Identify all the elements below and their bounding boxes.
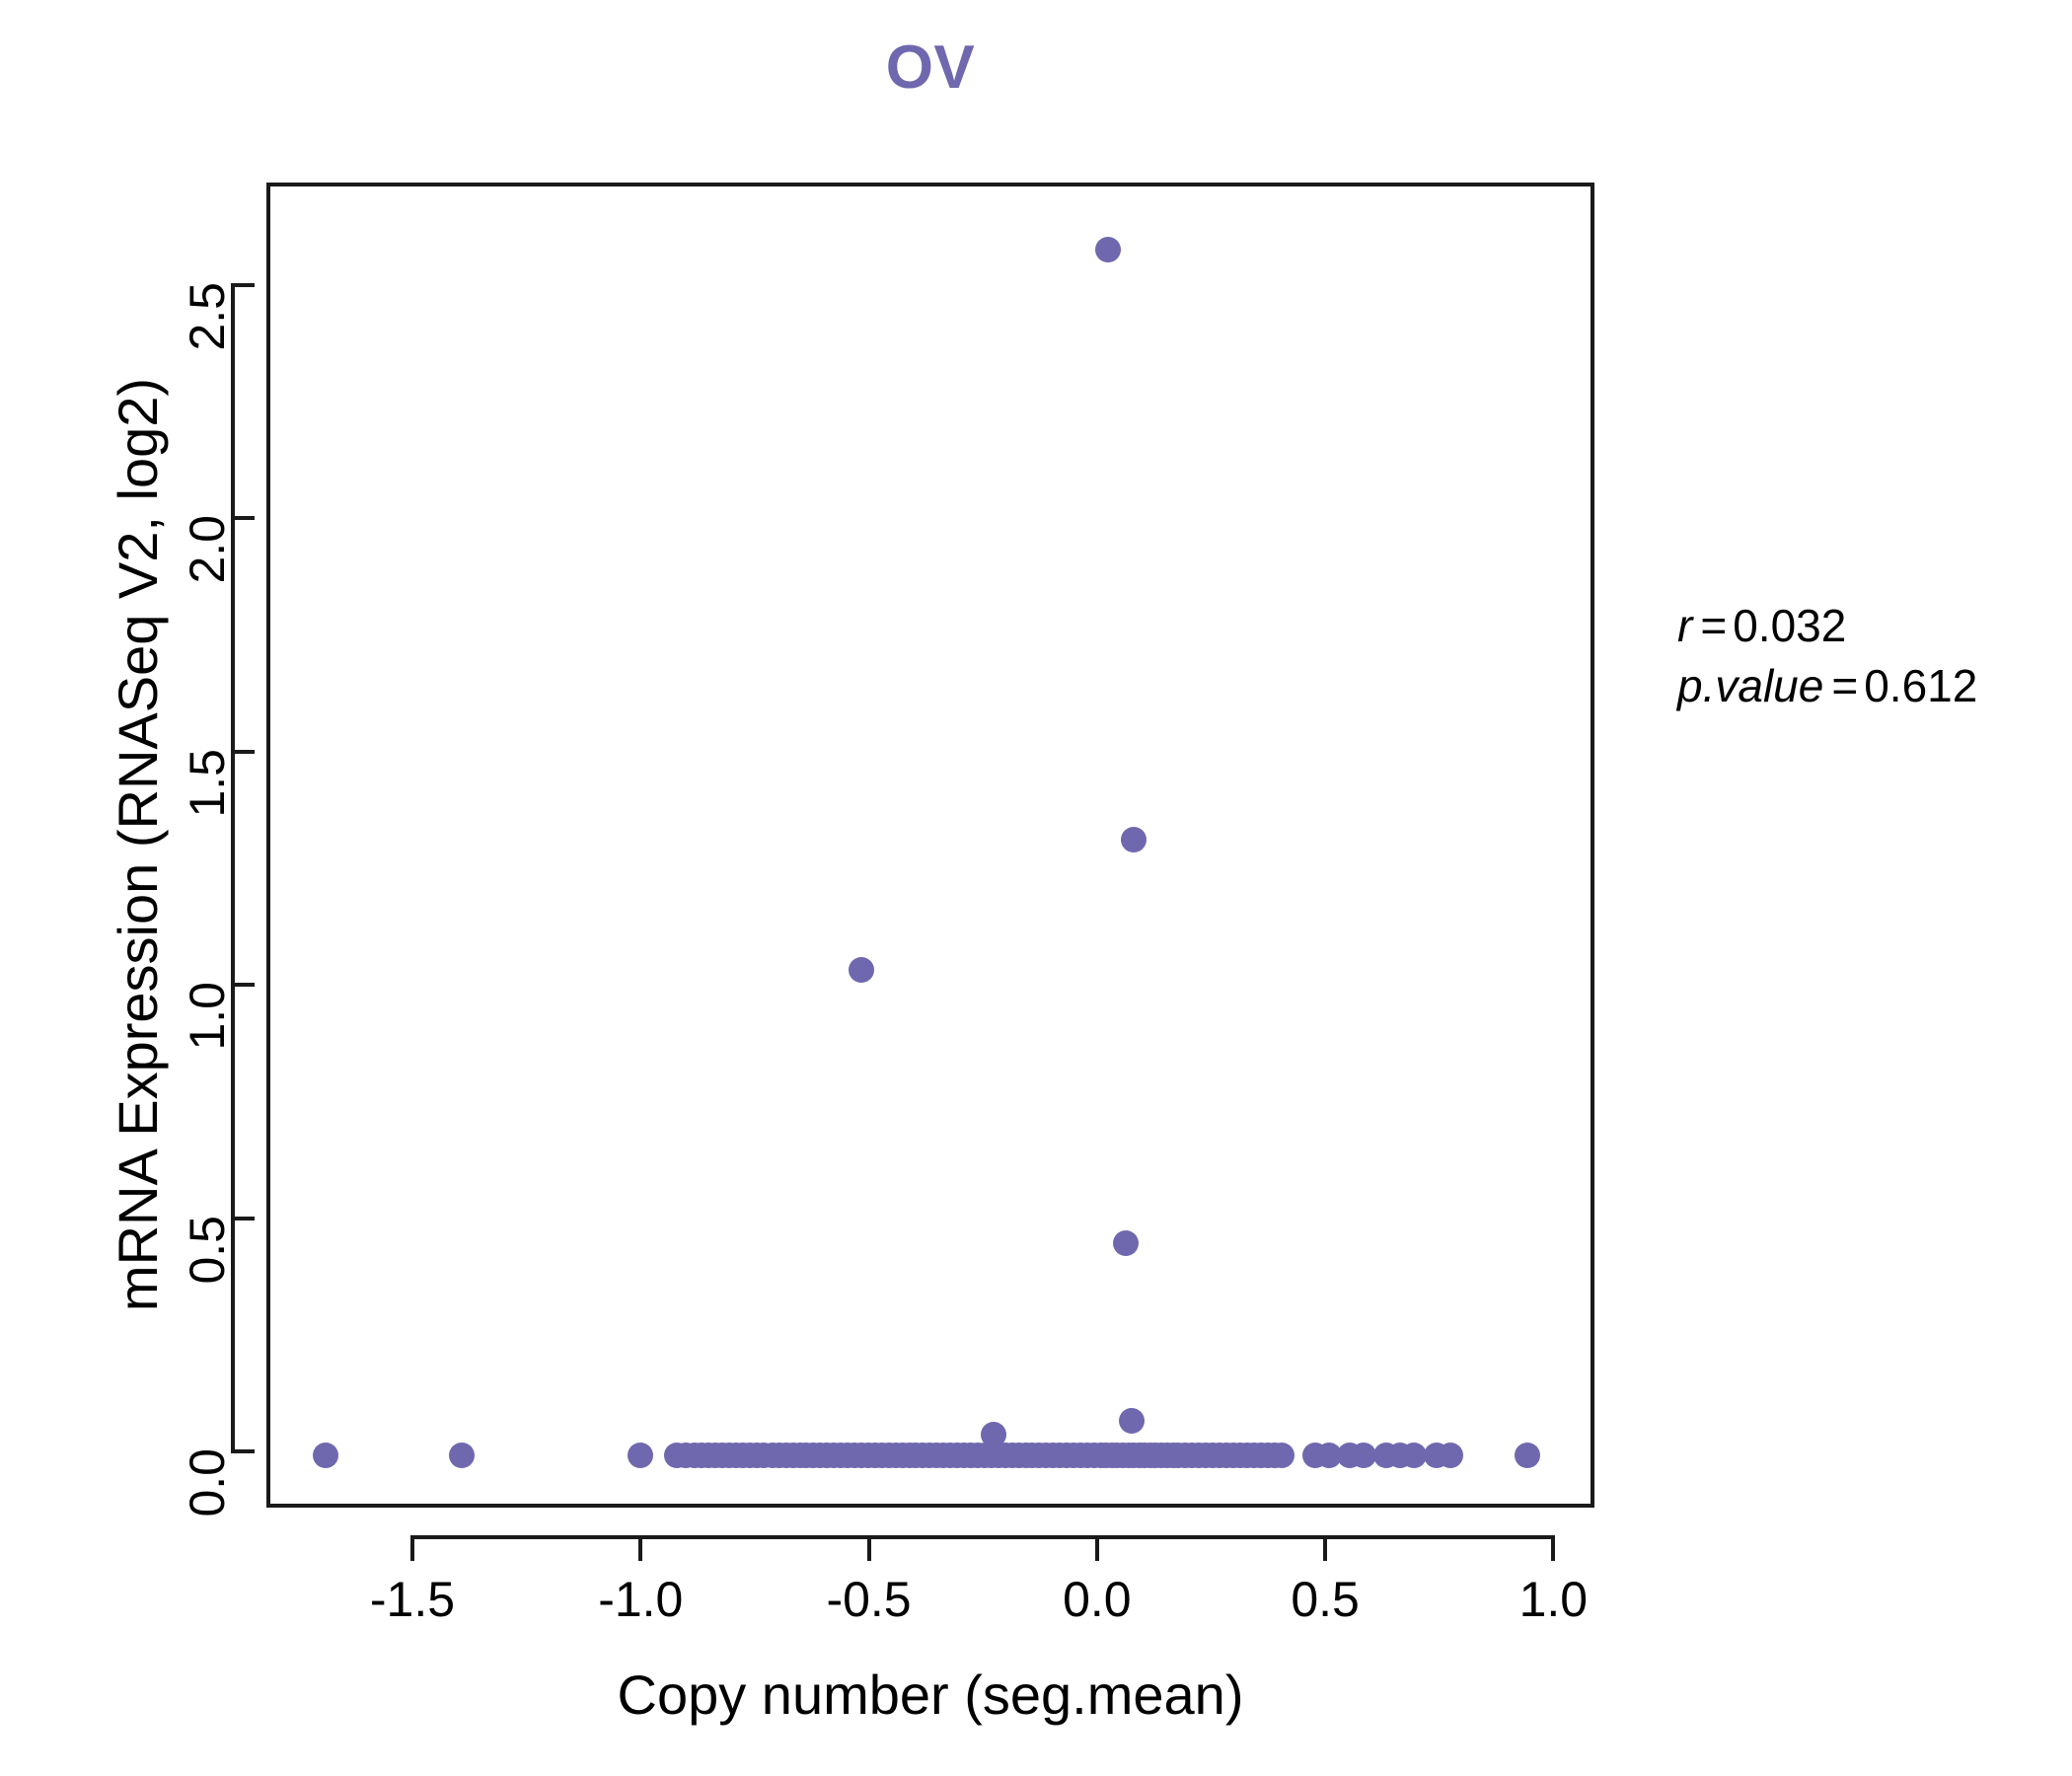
x-axis-tick [1323, 1535, 1328, 1561]
x-axis-line [412, 1535, 1554, 1539]
y-axis-tick-label: 1.5 [180, 748, 235, 818]
y-axis-tick-label: 0.5 [180, 1215, 235, 1285]
data-point [848, 957, 874, 984]
y-axis-tick [231, 749, 255, 754]
x-axis-tick [410, 1535, 414, 1561]
x-axis-tick-label: -1.0 [598, 1572, 684, 1627]
x-axis-tick [638, 1535, 643, 1561]
data-point [1400, 1443, 1427, 1469]
x-axis-tick-label: 0.5 [1291, 1572, 1360, 1627]
y-axis-tick [231, 516, 255, 521]
correlation-value: 0.032 [1733, 600, 1847, 651]
plot-panel [266, 183, 1594, 1508]
y-axis-tick-label: 1.0 [180, 982, 235, 1051]
data-point [1268, 1443, 1295, 1469]
pvalue-value: 0.612 [1864, 660, 1978, 712]
data-point [1119, 1407, 1146, 1434]
data-point [1094, 236, 1121, 262]
data-point [1437, 1443, 1463, 1469]
y-axis-tick [231, 1449, 255, 1454]
pvalue-symbol: p.value [1677, 660, 1824, 712]
x-axis-tick-label: 0.0 [1063, 1572, 1132, 1627]
pvalue-row: p.value = 0.612 [1677, 656, 1977, 716]
data-point [1113, 1230, 1140, 1257]
correlation-row: r = 0.032 [1677, 596, 1977, 656]
x-axis-tick [1094, 1535, 1099, 1561]
y-axis-tick [231, 1216, 255, 1221]
data-point [312, 1443, 338, 1469]
y-axis-tick-label: 2.0 [180, 515, 235, 584]
x-axis-tick-label: 1.0 [1518, 1572, 1589, 1627]
data-point [1121, 827, 1147, 853]
y-axis-tick [231, 283, 255, 288]
y-axis-tick-label: 0.0 [180, 1448, 235, 1517]
correlation-symbol: r [1677, 600, 1693, 651]
x-axis-tick [866, 1535, 871, 1561]
x-axis-tick-label: -1.5 [369, 1572, 456, 1627]
data-point [1350, 1443, 1376, 1469]
y-axis-line [231, 285, 235, 1452]
data-point [981, 1421, 1007, 1447]
data-point [449, 1443, 476, 1469]
pvalue-equals: = [1831, 660, 1859, 712]
x-axis-title: Copy number (seg.mean) [617, 1664, 1244, 1726]
page-title: OV [885, 34, 976, 102]
y-axis-title: mRNA Expression (RNASeq V2, log2) [107, 377, 169, 1312]
x-axis-tick [1551, 1535, 1556, 1561]
statistics-annotation: r = 0.032 p.value = 0.612 [1677, 596, 1977, 716]
y-axis-tick-label: 2.5 [180, 282, 235, 351]
correlation-equals: = [1700, 600, 1728, 651]
y-axis-tick [231, 983, 255, 988]
x-axis-tick-label: -0.5 [826, 1572, 912, 1627]
data-point [1515, 1443, 1541, 1469]
data-point [627, 1443, 653, 1469]
